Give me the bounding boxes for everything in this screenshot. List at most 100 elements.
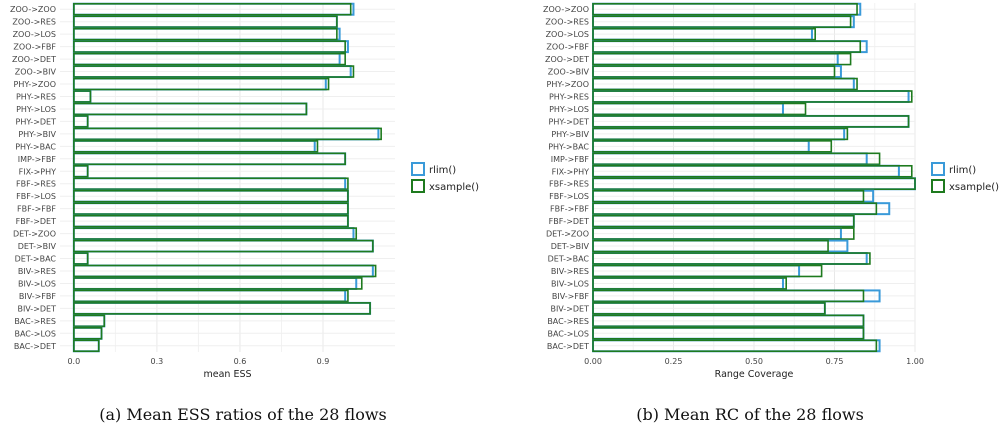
x-tick-labels: 0.00 0.25 0.50 0.75 1.00	[584, 357, 924, 366]
y-tick-label: IMP->FBF	[18, 155, 57, 164]
x-axis-title: Range Coverage	[715, 369, 794, 380]
bar-xsample-biv-to-los	[73, 277, 363, 290]
x-tick-label: 0.75	[826, 357, 844, 366]
bar-xsample-det-to-zoo	[592, 227, 855, 240]
y-tick-label: ZOO->BIV	[15, 68, 57, 77]
bar-xsample-zoo-to-res	[73, 15, 338, 28]
y-tick-label: PHY->LOS	[549, 105, 589, 114]
y-tick-label: PHY->ZOO	[547, 80, 589, 89]
y-tick-label: BIV->RES	[18, 267, 56, 276]
bar-xsample-det-to-zoo	[73, 227, 358, 240]
x-tick-label: 0.00	[584, 357, 602, 366]
y-tick-label: FBF->DET	[16, 217, 56, 226]
legend-swatch-xsample	[931, 179, 945, 193]
bar-xsample-zoo-to-biv	[592, 65, 836, 78]
legend-label-rlim: rlim()	[429, 165, 456, 176]
legend-label-xsample: xsample()	[949, 182, 999, 193]
bar-xsample-fbf-to-fbf	[592, 202, 878, 215]
y-tick-label: PHY->BIV	[551, 130, 589, 139]
bar-xsample-biv-to-fbf	[73, 289, 349, 303]
bar-xsample-phy-to-los	[73, 102, 308, 116]
x-tick-labels: 0.0 0.3 0.6 0.9	[67, 357, 329, 366]
bar-xsample-zoo-to-zoo	[73, 2, 352, 16]
y-tick-label: ZOO->RES	[12, 18, 56, 27]
bar-xsample-fix-to-phy	[592, 164, 913, 178]
bar-xsample-biv-to-res	[592, 264, 823, 278]
y-tick-label: BIV->LOS	[551, 279, 589, 288]
y-tick-label: BIV->FBF	[552, 292, 590, 301]
y-tick-label: FIX->PHY	[552, 167, 589, 176]
bar-xsample-zoo-to-biv	[73, 65, 355, 78]
bar-xsample-biv-to-res	[73, 264, 377, 278]
bar-xsample-phy-to-los	[592, 102, 807, 116]
y-tick-label: BIV->DET	[550, 304, 589, 313]
bar-xsample-biv-to-fbf	[592, 289, 865, 303]
bar-xsample-bac-to-det	[592, 339, 878, 353]
y-tick-label: ZOO->FBF	[546, 43, 589, 52]
y-tick-label: FBF->RES	[549, 180, 589, 189]
bars	[592, 2, 916, 353]
y-tick-labels: ZOO->ZOO ZOO->RES ZOO->LOS ZOO->FBF ZOO->DET…	[10, 5, 56, 351]
y-tick-label: PHY->DET	[16, 117, 57, 126]
bar-xsample-fbf-to-los	[592, 189, 865, 203]
bar-xsample-bac-to-los	[592, 327, 865, 340]
y-tick-label: FBF->LOS	[16, 192, 56, 201]
x-axis-title: mean ESS	[203, 369, 251, 380]
legend-label-rlim: rlim()	[949, 165, 976, 176]
y-tick-label: PHY->LOS	[16, 105, 56, 114]
bar-xsample-det-to-biv	[73, 239, 374, 253]
bar-xsample-fbf-to-res	[592, 177, 916, 191]
legend-label-xsample: xsample()	[429, 182, 479, 193]
bar-xsample-phy-to-bac	[592, 140, 833, 153]
y-tick-labels: ZOO->ZOO ZOO->RES ZOO->LOS ZOO->FBF ZOO->DET…	[543, 5, 589, 351]
y-tick-label: IMP->FBF	[551, 155, 590, 164]
x-tick-label: 1.00	[906, 357, 924, 366]
y-tick-label: ZOO->ZOO	[543, 5, 589, 14]
bar-xsample-zoo-to-zoo	[592, 2, 858, 16]
bar-xsample-phy-to-biv	[73, 127, 382, 141]
bar-xsample-biv-to-det	[73, 302, 371, 315]
y-tick-label: PHY->RES	[16, 92, 56, 101]
legend: rlim() xsample()	[411, 162, 479, 193]
bar-xsample-phy-to-zoo	[592, 77, 858, 91]
bar-xsample-phy-to-res	[73, 90, 92, 103]
y-tick-label: DET->BIV	[551, 242, 590, 251]
bar-xsample-zoo-to-det	[73, 52, 346, 66]
bar-xsample-zoo-to-det	[592, 52, 852, 66]
y-tick-label: BAC->LOS	[14, 329, 56, 338]
y-tick-label: BIV->DET	[17, 304, 56, 313]
y-tick-label: DET->ZOO	[13, 230, 56, 239]
y-tick-label: ZOO->FBF	[13, 43, 56, 52]
bar-xsample-bac-to-los	[73, 327, 103, 340]
y-tick-label: PHY->BAC	[548, 142, 589, 151]
bar-xsample-bac-to-res	[592, 314, 865, 328]
bar-xsample-det-to-biv	[592, 239, 829, 253]
legend-swatch-rlim	[411, 162, 425, 176]
bar-xsample-fbf-to-res	[73, 177, 349, 191]
y-tick-label: ZOO->LOS	[546, 30, 589, 39]
x-tick-label: 0.50	[745, 357, 763, 366]
y-tick-label: BAC->LOS	[547, 329, 589, 338]
x-tick-label: 0.25	[665, 357, 683, 366]
bar-xsample-imp-to-fbf	[73, 152, 346, 166]
y-tick-label: PHY->DET	[549, 117, 590, 126]
y-tick-label: PHY->ZOO	[14, 80, 56, 89]
y-tick-label: FBF->FBF	[17, 205, 56, 214]
bar-xsample-phy-to-zoo	[73, 77, 330, 91]
caption-range-coverage: (b) Mean RC of the 28 flows	[636, 405, 864, 424]
y-tick-label: DET->BAC	[15, 255, 57, 264]
y-tick-label: ZOO->RES	[545, 18, 589, 27]
bar-xsample-det-to-bac	[592, 252, 871, 265]
chart-panel-range-coverage: ZOO->ZOO ZOO->RES ZOO->LOS ZOO->FBF ZOO->DET…	[543, 2, 999, 380]
gridlines	[592, 3, 916, 352]
y-tick-label: PHY->BIV	[18, 130, 56, 139]
bar-xsample-biv-to-los	[592, 277, 787, 290]
x-tick-label: 0.0	[67, 357, 80, 366]
legend-swatch-rlim	[931, 162, 945, 176]
bar-xsample-phy-to-det	[592, 115, 910, 128]
bar-xsample-fbf-to-fbf	[73, 202, 349, 215]
gridlines	[60, 3, 395, 352]
bar-xsample-zoo-to-res	[592, 15, 852, 28]
y-tick-label: BIV->LOS	[18, 279, 56, 288]
y-tick-label: FBF->RES	[16, 180, 56, 189]
